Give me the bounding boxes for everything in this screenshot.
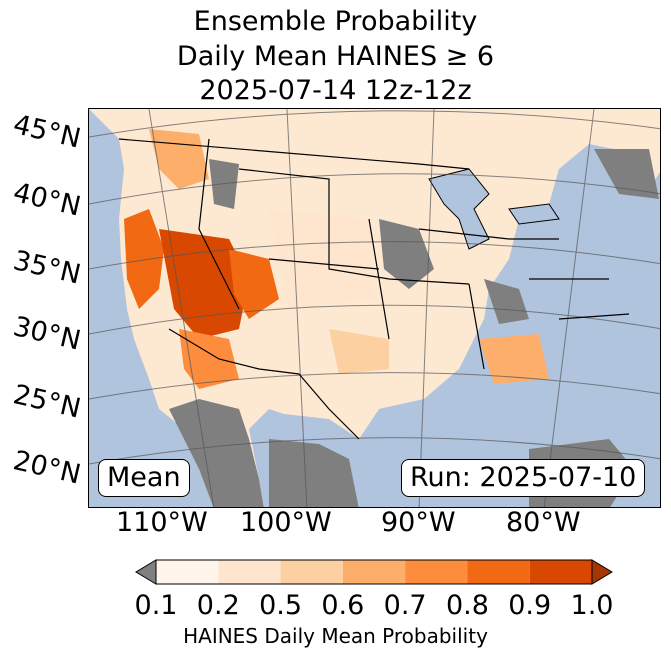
colorbar-bin — [529, 560, 592, 584]
title-line-2: Daily Mean HAINES ≥ 6 — [176, 41, 495, 72]
interior-borders — [198, 138, 630, 370]
lon-label-90: 90°W — [381, 507, 456, 538]
colorbar-tick-label: 0.9 — [508, 590, 552, 621]
no-data-west-mexico — [169, 399, 264, 507]
gridline-lat-40 — [89, 173, 660, 205]
state-borders — [118, 138, 630, 440]
title-line-1: Ensemble Probability — [193, 6, 478, 37]
colorbar-tick-label: 0.6 — [321, 590, 365, 621]
gridline-lon-100 — [286, 109, 308, 507]
colorbar-tick-label: 0.2 — [196, 590, 240, 621]
colorbar-outline — [155, 559, 593, 585]
colorbar-bins — [156, 560, 592, 584]
colorbar-bin — [467, 560, 530, 584]
lat-label-40: 40°N — [10, 177, 84, 223]
gridline-lat-25 — [89, 372, 660, 400]
gridline-lat-20 — [89, 437, 660, 465]
colorbar-tick-label: 1.0 — [570, 590, 614, 621]
colorbar-bin — [218, 560, 281, 584]
gridline-lon-90 — [418, 109, 435, 507]
prob-west-coast — [124, 209, 164, 309]
lon-label-110: 110°W — [116, 507, 208, 538]
colorbar-tick-label: 0.7 — [383, 590, 427, 621]
prob-four-corners — [229, 249, 279, 319]
prob-idaho-oregon — [149, 129, 209, 189]
map-canvas — [89, 109, 660, 507]
colorbar-bin — [280, 560, 343, 584]
us-mexico-border — [168, 328, 360, 440]
lon-label-100: 100°W — [240, 507, 332, 538]
us-canada-border — [118, 138, 470, 170]
lat-label-30: 30°N — [10, 311, 84, 357]
title-line-3: 2025-07-14 12z-12z — [199, 75, 472, 106]
colorbar-over-arrow — [591, 559, 613, 585]
gridline-lon-110 — [148, 109, 215, 507]
colorbar-bin — [405, 560, 468, 584]
gridline-lat-45 — [89, 110, 660, 138]
no-data-northeast — [594, 149, 659, 199]
great-lakes — [428, 168, 560, 250]
run-date-box: Run: 2025-07-10 — [401, 459, 646, 497]
colorbar-bin — [342, 560, 406, 584]
colorbar — [135, 559, 613, 585]
mean-box: Mean — [98, 459, 190, 497]
lat-label-20: 20°N — [10, 445, 84, 491]
lat-label-45: 45°N — [10, 109, 84, 155]
lat-label-35: 35°N — [10, 245, 84, 291]
colorbar-label: HAINES Daily Mean Probability — [183, 624, 488, 648]
colorbar-tick-label: 0.1 — [134, 590, 178, 621]
lon-label-80: 80°W — [506, 507, 581, 538]
map-panel — [88, 108, 661, 508]
no-data-great-plains — [379, 219, 434, 289]
no-data-mexico-south — [269, 439, 359, 507]
gridline-lat-35 — [89, 241, 660, 270]
colorbar-under-arrow — [135, 559, 157, 585]
prob-texas — [329, 329, 389, 374]
colorbar-tick-label: 0.8 — [445, 590, 489, 621]
lat-label-25: 25°N — [10, 379, 84, 425]
colorbar-bin — [156, 560, 219, 584]
colorbar-tick-label: 0.5 — [259, 590, 303, 621]
gridline-lon-80 — [543, 109, 595, 507]
no-data-midwest — [484, 279, 529, 324]
prob-southeast — [479, 334, 549, 384]
